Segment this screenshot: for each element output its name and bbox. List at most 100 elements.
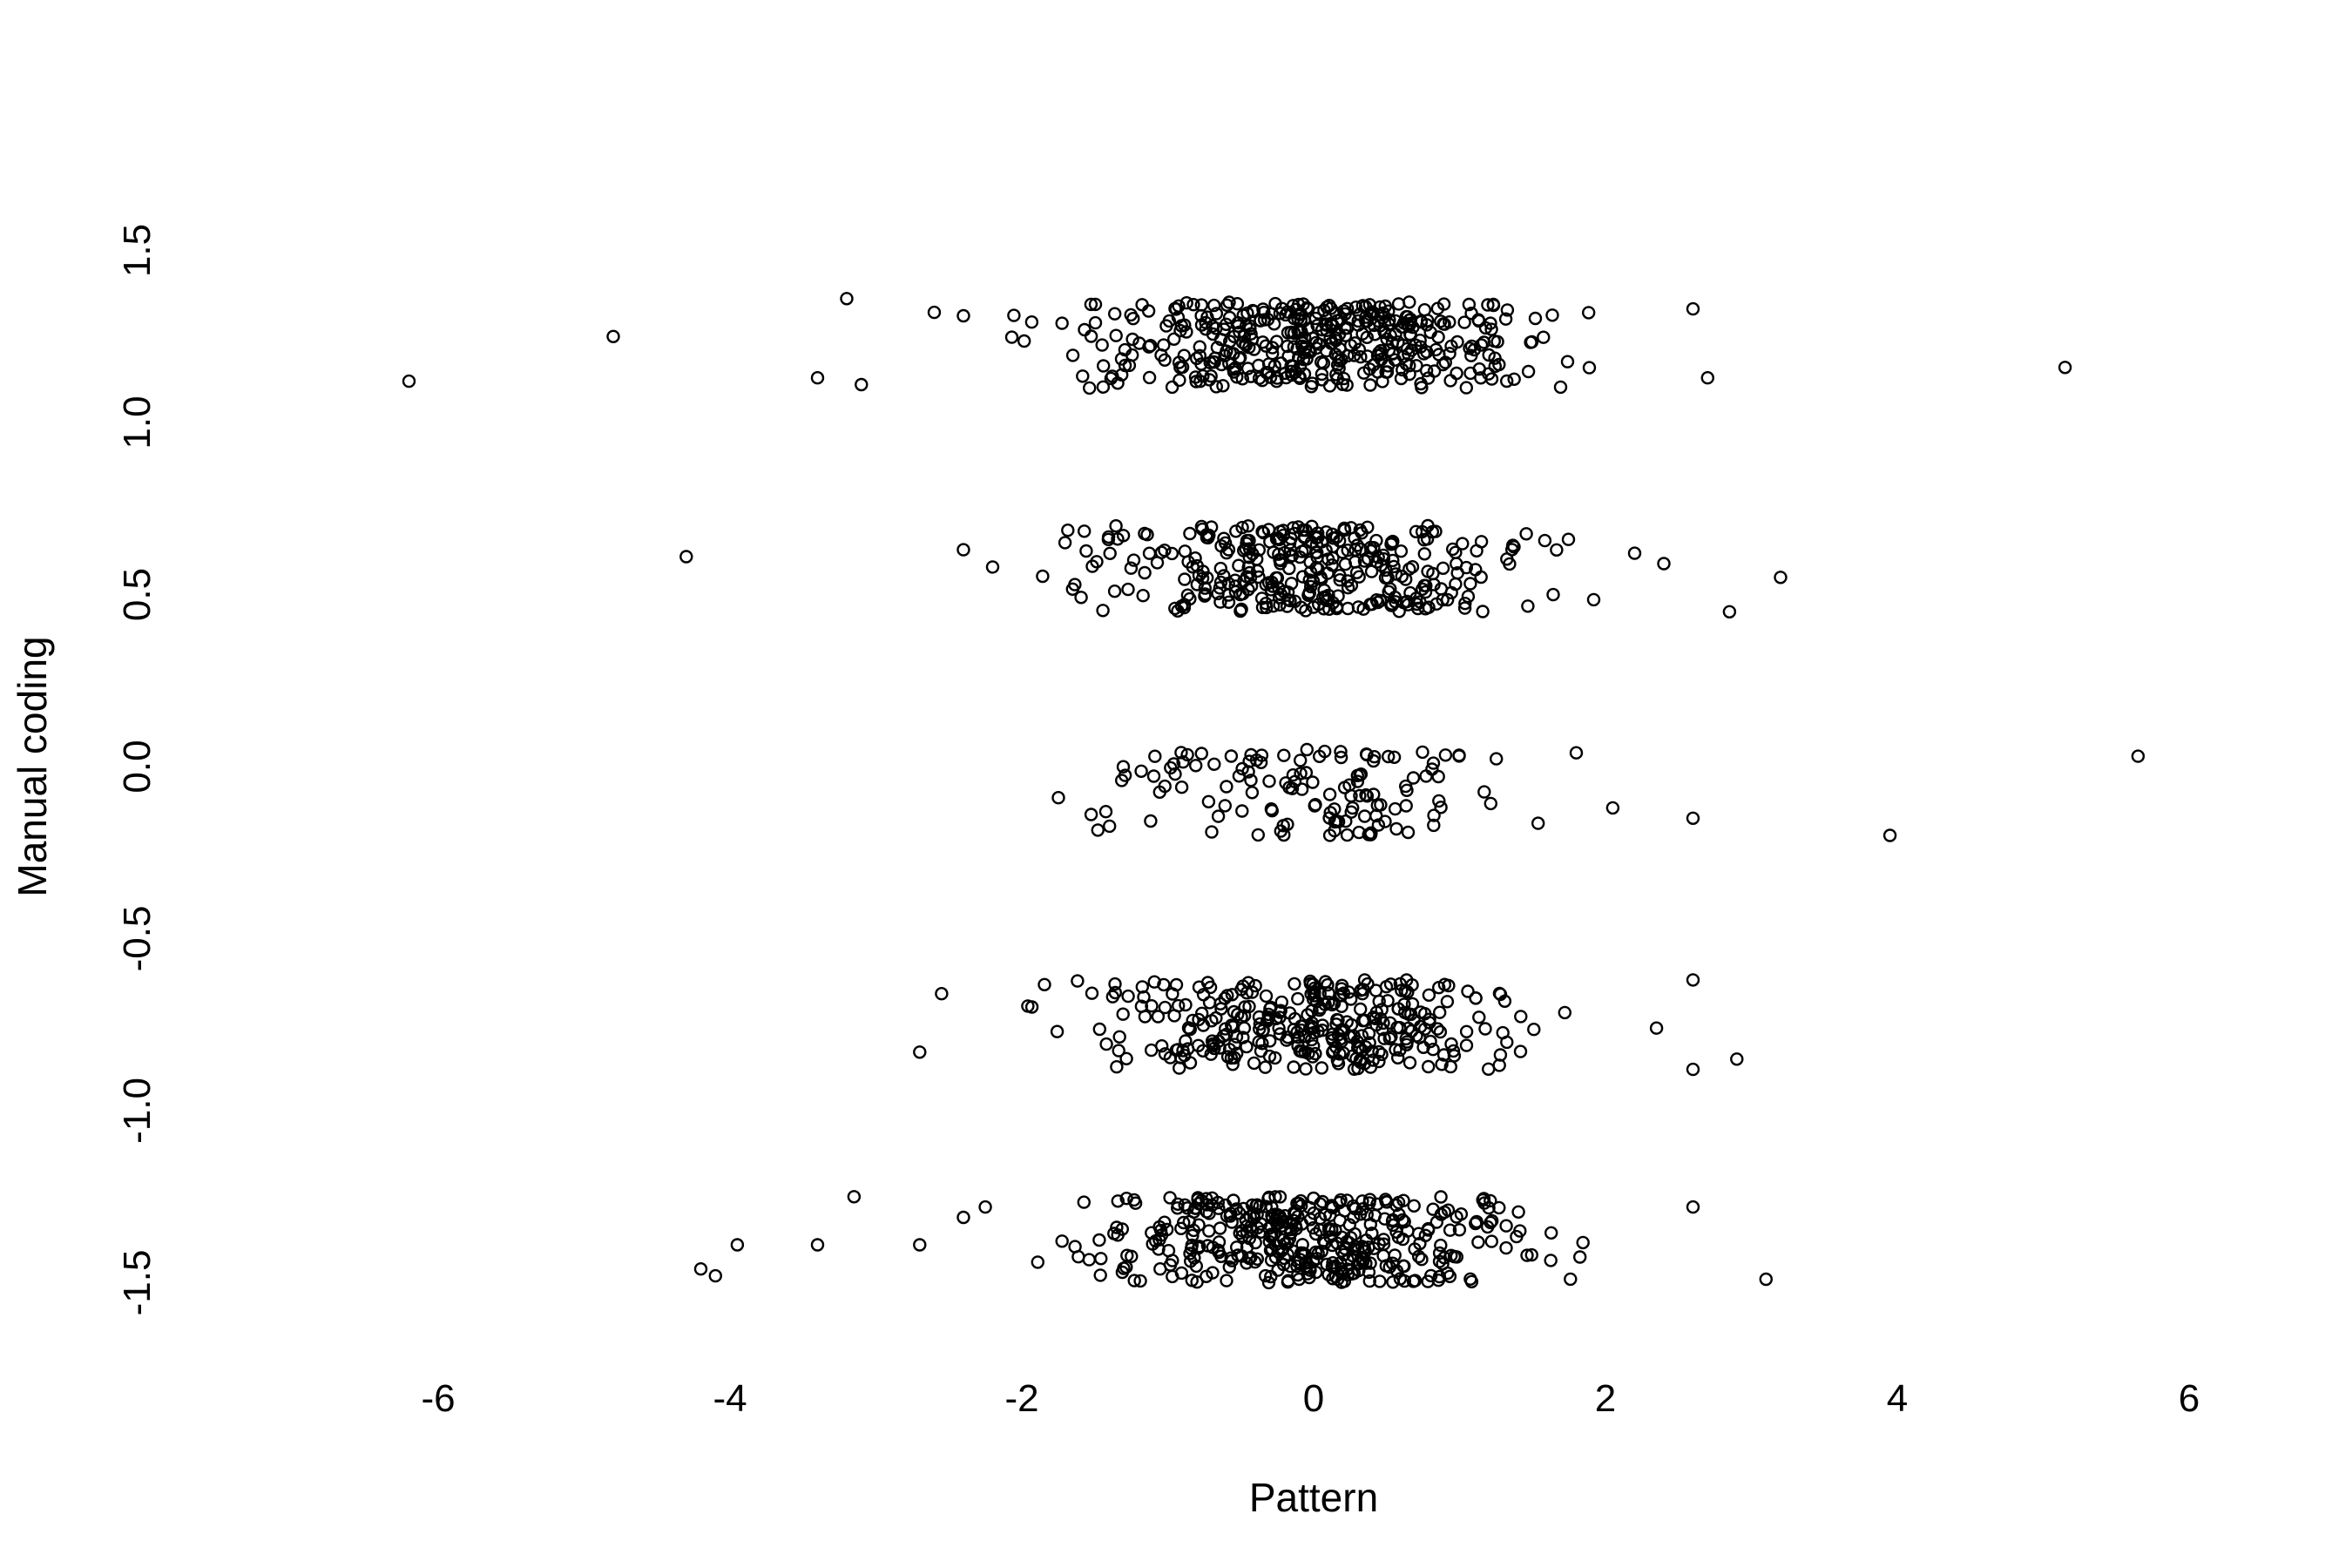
data-point — [1068, 578, 1082, 591]
data-point — [1335, 1275, 1348, 1289]
data-point — [1152, 1242, 1166, 1256]
data-point — [1330, 1012, 1344, 1027]
data-point — [1237, 574, 1251, 588]
data-point — [1445, 542, 1460, 557]
data-point — [1499, 1240, 1513, 1255]
data-point — [935, 986, 949, 1001]
data-point — [1576, 1235, 1590, 1250]
data-point — [1299, 604, 1313, 618]
data-point — [855, 377, 868, 392]
data-point — [1293, 1044, 1307, 1058]
data-point — [1405, 997, 1420, 1011]
data-point — [1220, 298, 1234, 312]
data-point — [1147, 975, 1161, 989]
data-point — [1096, 380, 1111, 394]
data-point — [1414, 1005, 1428, 1019]
data-point — [1354, 350, 1368, 364]
data-point — [1686, 301, 1700, 316]
data-point — [1244, 327, 1258, 341]
data-point — [1305, 519, 1319, 533]
data-point — [1484, 796, 1498, 811]
data-point — [1484, 1215, 1497, 1230]
data-point — [1328, 348, 1342, 362]
data-point — [1446, 1044, 1461, 1058]
y-tick-label: 1.0 — [116, 395, 159, 449]
data-point — [1337, 523, 1351, 537]
data-point — [1463, 1272, 1477, 1287]
data-point — [1262, 1034, 1277, 1048]
data-point — [1076, 369, 1090, 383]
x-tick-label: 6 — [2179, 1377, 2200, 1420]
data-point — [1389, 314, 1402, 328]
data-point — [1341, 601, 1355, 616]
data-point — [1450, 366, 1463, 381]
data-point — [1452, 748, 1466, 762]
data-point — [1344, 805, 1358, 819]
data-point — [1324, 316, 1338, 331]
data-point — [1255, 1037, 1269, 1051]
data-point — [847, 1190, 862, 1204]
data-point — [1308, 1227, 1323, 1241]
data-point — [1084, 297, 1098, 312]
data-point — [1401, 598, 1416, 612]
data-point — [1181, 1021, 1196, 1035]
data-point — [1157, 338, 1171, 352]
data-point — [1264, 1269, 1278, 1284]
data-point — [1232, 558, 1246, 572]
data-point — [1145, 1226, 1159, 1240]
data-point — [1212, 1201, 1226, 1215]
data-point — [1511, 1205, 1525, 1220]
data-point — [1196, 564, 1210, 578]
data-point — [1492, 1058, 1506, 1072]
data-point — [1225, 1018, 1239, 1032]
data-point — [1161, 1243, 1176, 1258]
data-point — [1194, 747, 1209, 760]
data-point — [1179, 296, 1193, 310]
data-point — [1205, 825, 1219, 839]
data-point — [1299, 766, 1314, 780]
data-point — [1254, 1044, 1268, 1058]
data-point — [1111, 376, 1125, 390]
data-point — [1391, 297, 1406, 311]
data-point — [1233, 604, 1247, 618]
data-point — [1082, 381, 1097, 395]
y-tick-label: 0.0 — [116, 740, 159, 793]
data-point — [1235, 586, 1250, 601]
data-point — [1484, 1234, 1499, 1248]
data-point — [1377, 1031, 1391, 1045]
data-point — [1223, 346, 1237, 360]
data-point — [1206, 327, 1220, 341]
data-point — [1367, 787, 1381, 801]
data-point — [1285, 368, 1299, 382]
data-point — [1411, 1249, 1426, 1264]
data-point — [1452, 1223, 1467, 1237]
data-point — [1399, 799, 1413, 813]
data-point — [1084, 329, 1098, 343]
data-point — [1071, 974, 1085, 988]
data-point — [1158, 544, 1172, 558]
data-point — [1357, 809, 1372, 823]
data-point — [1355, 327, 1369, 341]
data-point — [1450, 1250, 1464, 1264]
data-point — [1415, 1252, 1429, 1267]
data-point — [1309, 531, 1323, 545]
data-point — [708, 1268, 722, 1283]
data-point — [1443, 374, 1457, 388]
data-point — [1287, 1060, 1301, 1074]
data-point — [1116, 760, 1131, 774]
data-point — [1369, 593, 1384, 607]
data-point — [1232, 769, 1247, 783]
data-point — [1362, 298, 1377, 312]
data-point — [1174, 746, 1188, 760]
data-point — [1098, 805, 1113, 819]
data-point — [1349, 565, 1364, 579]
data-point — [1211, 809, 1226, 823]
data-point — [1463, 577, 1477, 591]
data-point — [1469, 563, 1483, 577]
data-point — [1225, 988, 1240, 1002]
data-point — [1265, 347, 1280, 361]
data-point — [1326, 531, 1341, 545]
data-point — [1188, 551, 1202, 565]
data-point — [1189, 1259, 1204, 1274]
data-point — [1471, 1235, 1485, 1249]
